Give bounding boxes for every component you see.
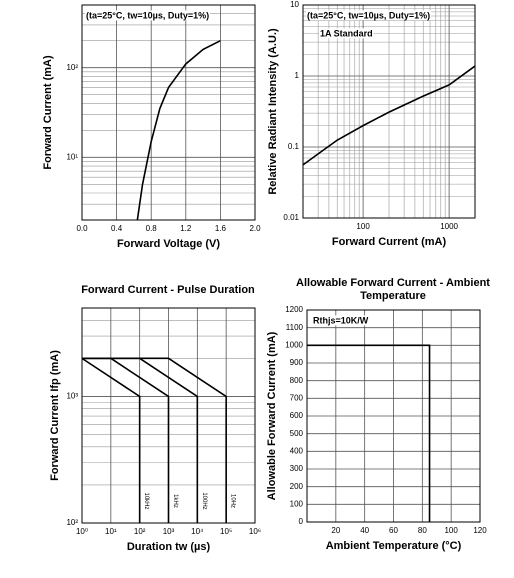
y-axis-label: Relative Radiant Intensity (A.U.) <box>267 28 279 195</box>
annotation-bg <box>312 315 370 326</box>
y-tick-label: 200 <box>290 482 304 491</box>
x-tick-label: 10¹ <box>105 527 117 536</box>
annotation: (ta=25°C, tw=10µs, Duty=1%) <box>307 10 430 20</box>
y-tick-label: 1000 <box>285 340 303 349</box>
plot-frame <box>306 309 481 523</box>
x-tick-label: 40 <box>360 526 369 535</box>
plot-frame <box>302 4 476 219</box>
y-tick-label: 10² <box>66 63 78 72</box>
y-tick-label: 800 <box>290 376 304 385</box>
x-tick-label: 100 <box>356 222 370 231</box>
annotation: (ta=25°C, tw=10µs, Duty=1%) <box>86 10 209 20</box>
data-line <box>302 65 476 166</box>
x-tick-label: 10⁶ <box>249 527 261 536</box>
annotation-bg <box>85 10 211 21</box>
x-tick-label: 2.0 <box>249 224 261 233</box>
y-tick-label: 10² <box>66 518 78 527</box>
x-tick-label: 1.6 <box>215 224 227 233</box>
y-tick-label: 10 <box>290 0 299 9</box>
x-tick-label: 0.0 <box>76 224 88 233</box>
y-tick-label: 10¹ <box>66 152 78 161</box>
x-tick-label: 0.4 <box>111 224 123 233</box>
y-tick-label: 10³ <box>66 392 78 401</box>
y-tick-label: 100 <box>290 499 304 508</box>
y-tick-label: 0.01 <box>283 213 299 222</box>
series-label: 100Hz <box>201 492 207 509</box>
y-tick-label: 1200 <box>285 305 303 314</box>
x-tick-label: 10² <box>134 527 146 536</box>
x-tick-label: 20 <box>331 526 340 535</box>
y-tick-label: 1 <box>295 71 300 80</box>
y-tick-label: 400 <box>290 446 304 455</box>
x-tick-label: 10³ <box>163 527 175 536</box>
chart-title: Forward Current - Pulse Duration <box>81 284 255 296</box>
x-tick-label: 100 <box>444 526 458 535</box>
x-axis-label: Forward Voltage (V) <box>117 238 220 250</box>
x-tick-label: 10⁰ <box>76 527 88 536</box>
data-line <box>81 357 141 523</box>
x-tick-label: 80 <box>418 526 427 535</box>
data-line <box>136 39 221 221</box>
x-axis-label: Ambient Temperature (°C) <box>326 540 462 552</box>
y-axis-label: Forward Current (mA) <box>42 55 54 170</box>
y-axis-label: Forward Current Ifp (mA) <box>49 350 61 481</box>
x-tick-label: 1000 <box>440 222 458 231</box>
x-tick-label: 0.8 <box>146 224 158 233</box>
x-tick-label: 10⁵ <box>220 527 232 536</box>
y-tick-label: 0.1 <box>288 142 300 151</box>
y-tick-label: 500 <box>290 429 304 438</box>
annotation: Rthjs=10K/W <box>313 315 369 325</box>
data-line <box>82 357 227 523</box>
x-tick-label: 1.2 <box>180 224 192 233</box>
chart-title: Allowable Forward Current - Ambient Temp… <box>296 277 490 302</box>
series-label: 10kHz <box>143 492 149 509</box>
x-tick-label: 120 <box>473 526 487 535</box>
y-tick-label: 1100 <box>286 323 304 332</box>
annotation: 1A Standard <box>320 28 373 38</box>
y-tick-label: 700 <box>290 393 304 402</box>
y-tick-label: 0 <box>299 517 304 526</box>
plot-area <box>81 4 256 221</box>
annotation-bg <box>306 10 432 21</box>
x-axis-label: Forward Current (mA) <box>332 236 447 248</box>
plot-frame <box>81 4 256 221</box>
y-axis-label: Allowable Forward Current (mA) <box>266 331 278 500</box>
x-tick-label: 60 <box>389 526 398 535</box>
y-tick-label: 300 <box>290 464 304 473</box>
data-line <box>307 344 431 522</box>
annotation-bg <box>319 28 374 39</box>
y-tick-label: 600 <box>290 411 304 420</box>
x-tick-label: 10⁴ <box>191 527 204 536</box>
series-label: 1kHz <box>172 494 178 508</box>
series-label: 10Hz <box>230 494 236 508</box>
y-tick-label: 900 <box>290 358 304 367</box>
x-axis-label: Duration tw (µs) <box>127 541 211 553</box>
